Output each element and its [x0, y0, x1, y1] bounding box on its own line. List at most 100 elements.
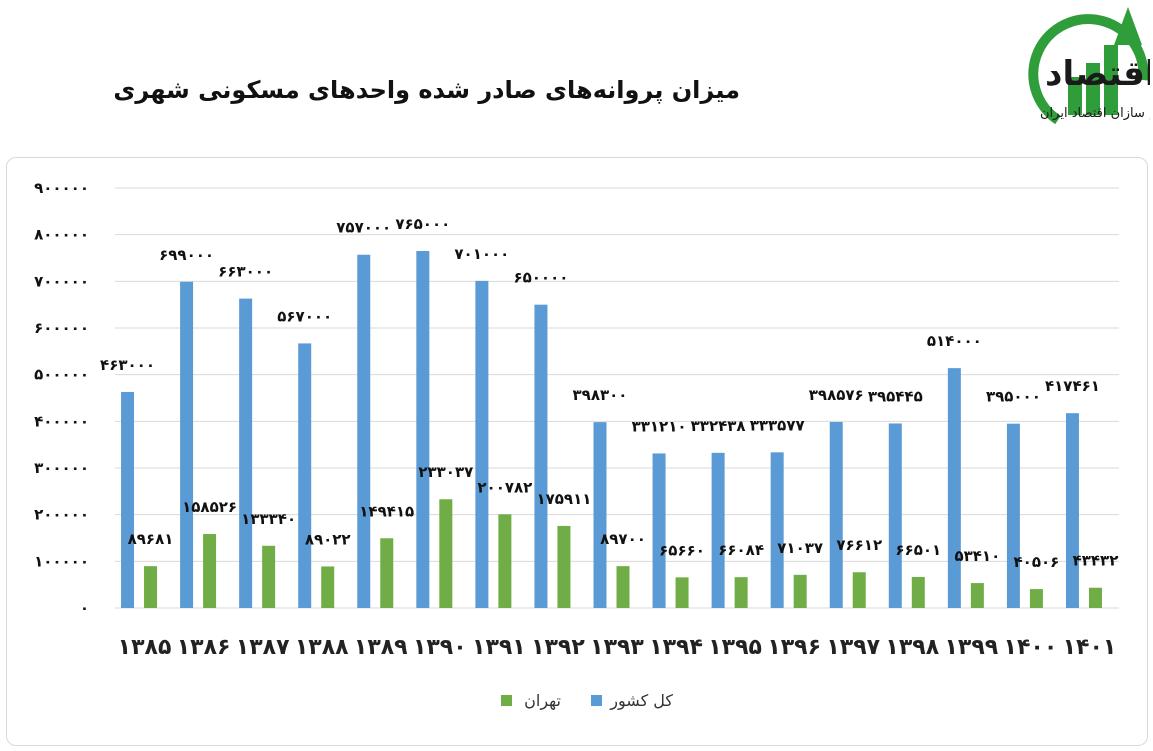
- logo-chart-icon: [1028, 7, 1149, 125]
- y-tick-label: ۴۰۰۰۰۰: [34, 412, 89, 430]
- logo-name: مسیراقتصاد: [1045, 54, 1150, 94]
- bar-country: [239, 298, 253, 608]
- legend-swatch-country: [591, 695, 602, 706]
- data-label-country: ۴۶۳۰۰۰: [100, 356, 155, 374]
- data-label-country: ۳۳۳۵۷۷: [750, 416, 805, 434]
- bar-tehran: [734, 577, 748, 608]
- y-tick-label: ۰: [80, 599, 89, 617]
- bar-country: [1006, 423, 1020, 608]
- x-tick-label: ۱۳۹۶: [767, 635, 821, 660]
- data-label-tehran: ۶۵۶۶۰: [659, 541, 705, 559]
- bar-tehran: [262, 545, 276, 608]
- data-label-country: ۳۳۱۲۱۰: [632, 417, 687, 435]
- bar-country: [416, 251, 430, 608]
- bar-tehran: [616, 566, 630, 608]
- bar-tehran: [675, 577, 689, 608]
- y-tick-label: ۵۰۰۰۰۰: [34, 366, 89, 384]
- bar-tehran: [498, 514, 512, 608]
- bar-tehran: [852, 572, 866, 608]
- x-tick-label: ۱۳۹۴: [649, 635, 703, 660]
- data-label-tehran: ۶۶۰۸۴: [718, 541, 764, 559]
- data-label-tehran: ۷۱۰۳۷: [777, 539, 823, 557]
- bar-country: [770, 452, 784, 608]
- data-label-country: ۴۱۷۴۶۱: [1045, 377, 1100, 395]
- bar-country: [711, 452, 725, 608]
- data-label-tehran: ۸۹۰۲۲: [305, 530, 351, 548]
- bar-tehran: [1029, 589, 1043, 608]
- bar-tehran: [203, 534, 217, 608]
- data-label-tehran: ۱۳۳۳۴۰: [241, 510, 296, 528]
- bar-tehran: [970, 583, 984, 608]
- bar-country: [475, 280, 489, 608]
- y-tick-label: ۸۰۰۰۰۰: [34, 226, 89, 244]
- bar-tehran: [1088, 587, 1102, 608]
- data-label-country: ۳۳۲۴۳۸: [691, 417, 746, 435]
- x-tick-label: ۱۳۸۷: [236, 635, 290, 660]
- x-tick-label: ۱۳۹۰: [413, 635, 467, 660]
- bar-country: [180, 281, 194, 608]
- x-tick-label: ۱۳۹۷: [826, 635, 880, 660]
- data-label-tehran: ۷۶۶۱۲: [836, 536, 882, 554]
- y-tick-label: ۲۰۰۰۰۰: [34, 506, 89, 524]
- bar-chart: ۰ ۱۰۰۰۰۰ ۲۰۰۰۰۰ ۳۰۰۰۰۰ ۴۰۰۰۰۰ ۵۰۰۰۰۰ ۶۰۰۰۰۰ ۷۰۰…: [34, 179, 1119, 711]
- data-label-country: ۵۱۴۰۰۰: [927, 332, 982, 350]
- x-tick-label: ۱۳۹۲: [531, 635, 585, 660]
- logo-tagline: رسانه تصمیم سازان اقتصاد ایران: [1040, 106, 1150, 121]
- data-label-country: ۳۹۸۵۷۶: [809, 386, 864, 404]
- data-label-tehran: ۸۹۶۸۱: [128, 530, 174, 548]
- data-label-tehran: ۱۷۵۹۱۱: [536, 490, 591, 508]
- data-label-country: ۷۶۵۰۰۰: [395, 215, 450, 233]
- data-label-tehran: ۴۳۴۳۲: [1073, 552, 1119, 570]
- bar-tehran: [380, 538, 394, 608]
- bar-country: [1065, 413, 1079, 608]
- x-tick-label: ۱۳۹۸: [885, 635, 939, 660]
- x-tick-label: ۱۳۸۶: [177, 635, 231, 660]
- data-label-country: ۳۹۸۳۰۰: [573, 386, 628, 404]
- data-label-country: ۵۶۷۰۰۰: [277, 307, 332, 325]
- x-tick-label: ۱۳۸۵: [118, 635, 172, 660]
- bar-tehran: [144, 566, 158, 608]
- y-tick-label: ۷۰۰۰۰۰: [34, 272, 89, 290]
- data-label-country: ۷۰۱۰۰۰: [454, 245, 509, 263]
- data-label-country: ۳۹۵۴۴۵: [868, 387, 923, 405]
- data-label-tehran: ۶۶۵۰۱: [895, 541, 941, 559]
- data-label-country: ۶۶۳۰۰۰: [218, 263, 273, 281]
- bar-country: [121, 391, 135, 608]
- x-tick-label: ۱۳۹۱: [472, 635, 526, 660]
- bar-country: [357, 254, 371, 608]
- bar-tehran: [321, 566, 335, 608]
- page-title: میزان پروانه‌های صادر شده واحدهای مسکونی…: [113, 76, 740, 104]
- data-label-country: ۷۵۷۰۰۰: [336, 219, 391, 237]
- bar-country: [829, 421, 843, 608]
- x-tick-label: ۱۳۹۳: [590, 635, 644, 660]
- chart-frame: ۰ ۱۰۰۰۰۰ ۲۰۰۰۰۰ ۳۰۰۰۰۰ ۴۰۰۰۰۰ ۵۰۰۰۰۰ ۶۰۰۰۰۰ ۷۰۰…: [6, 157, 1148, 746]
- data-label-tehran: ۲۰۰۷۸۲: [477, 478, 532, 496]
- bar-tehran: [557, 525, 571, 608]
- bar-country: [298, 343, 312, 608]
- data-label-tehran: ۸۹۷۰۰: [600, 530, 646, 548]
- legend-label-country: کل کشور: [609, 691, 673, 711]
- data-label-tehran: ۵۳۴۱۰: [954, 547, 1000, 565]
- bar-country: [534, 304, 548, 608]
- data-label-tehran: ۲۳۳۰۳۷: [418, 463, 473, 481]
- data-label-country: ۳۹۵۰۰۰: [986, 388, 1041, 406]
- bar-country: [947, 368, 961, 608]
- x-tick-label: ۱۳۹۵: [708, 635, 762, 660]
- data-label-country: ۶۹۹۰۰۰: [159, 246, 214, 264]
- x-tick-label: ۱۴۰۱: [1063, 635, 1117, 660]
- brand-logo: مسیراقتصاد رسانه تصمیم سازان اقتصاد ایرا…: [1028, 7, 1150, 125]
- data-label-country: ۶۵۰۰۰۰: [513, 269, 568, 287]
- bar-tehran: [911, 576, 925, 608]
- y-tick-label: ۹۰۰۰۰۰: [34, 179, 89, 197]
- x-tick-label: ۱۳۹۹: [944, 635, 998, 660]
- data-label-tehran: ۱۴۹۴۱۵: [359, 502, 414, 520]
- bar-country: [593, 422, 607, 608]
- bar-tehran: [793, 574, 807, 608]
- bar-country: [888, 423, 902, 608]
- data-label-tehran: ۱۵۸۵۲۶: [182, 498, 237, 516]
- y-tick-label: ۳۰۰۰۰۰: [34, 459, 89, 477]
- data-label-tehran: ۴۰۵۰۶: [1014, 553, 1060, 571]
- x-tick-label: ۱۳۸۸: [295, 635, 349, 660]
- legend-label-tehran: تهران: [524, 691, 561, 711]
- x-tick-label: ۱۴۰۰: [1004, 635, 1058, 660]
